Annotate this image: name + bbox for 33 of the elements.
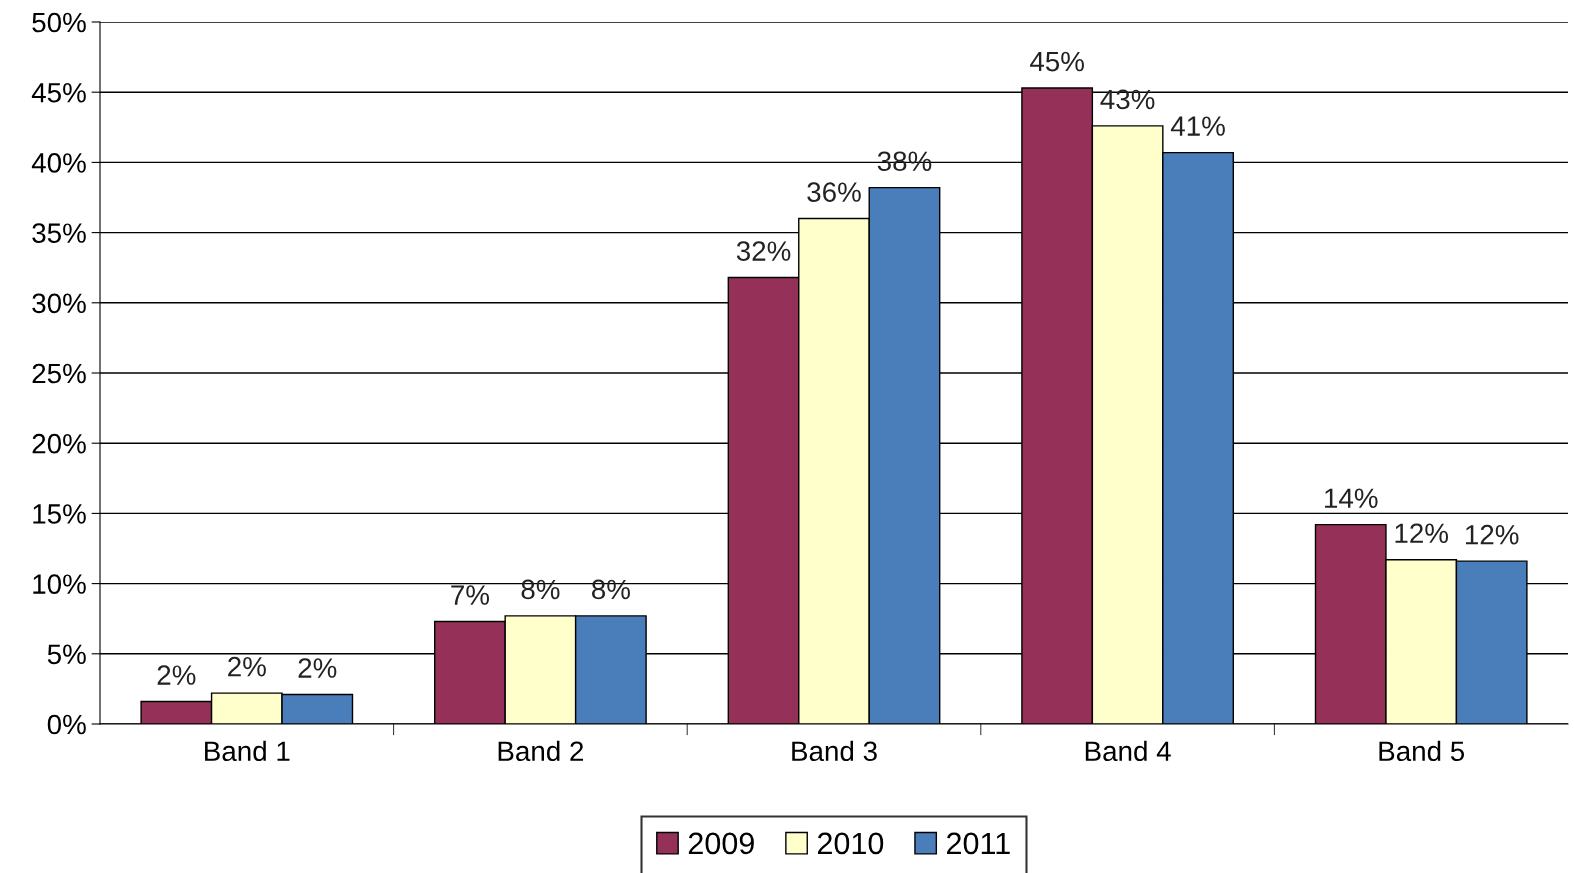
y-tick-label: 30%	[32, 293, 86, 314]
x-tick-label: Band 4	[1085, 740, 1171, 762]
y-tick-label: 50%	[32, 12, 86, 33]
x-tick-label: Band 3	[792, 740, 877, 762]
data-label: 12%	[1395, 523, 1449, 544]
y-tick-label: 15%	[33, 504, 86, 524]
data-label: 14%	[1325, 488, 1378, 508]
data-label: 2%	[298, 658, 337, 678]
data-label: 41%	[1170, 116, 1225, 136]
legend-label: 2011	[947, 832, 1010, 855]
y-tick-label: 5%	[47, 644, 86, 665]
y-tick-label: 45%	[31, 82, 86, 103]
data-label: 12%	[1465, 524, 1519, 545]
data-label: 43%	[1100, 89, 1155, 110]
data-label: 32%	[736, 241, 791, 261]
data-label: 8%	[592, 579, 630, 600]
x-tick-label: Band 1	[205, 740, 290, 762]
y-tick-label: 0%	[47, 714, 86, 735]
data-label: 45%	[1029, 51, 1084, 72]
y-tick-label: 20%	[32, 433, 86, 454]
data-label: 2%	[228, 656, 266, 677]
data-label: 2%	[157, 665, 196, 685]
x-tick-label: Band 5	[1379, 740, 1465, 762]
y-tick-label: 25%	[32, 363, 86, 384]
data-label: 36%	[807, 182, 861, 202]
y-tick-label: 35%	[32, 223, 86, 243]
legend-label: 2010	[817, 832, 884, 855]
legend-label: 2009	[688, 832, 754, 855]
data-label: 8%	[521, 579, 560, 600]
y-tick-label: 10%	[33, 574, 86, 594]
y-tick-label: 40%	[31, 153, 86, 173]
x-tick-label: Band 2	[498, 740, 584, 762]
data-label: 7%	[451, 585, 490, 605]
